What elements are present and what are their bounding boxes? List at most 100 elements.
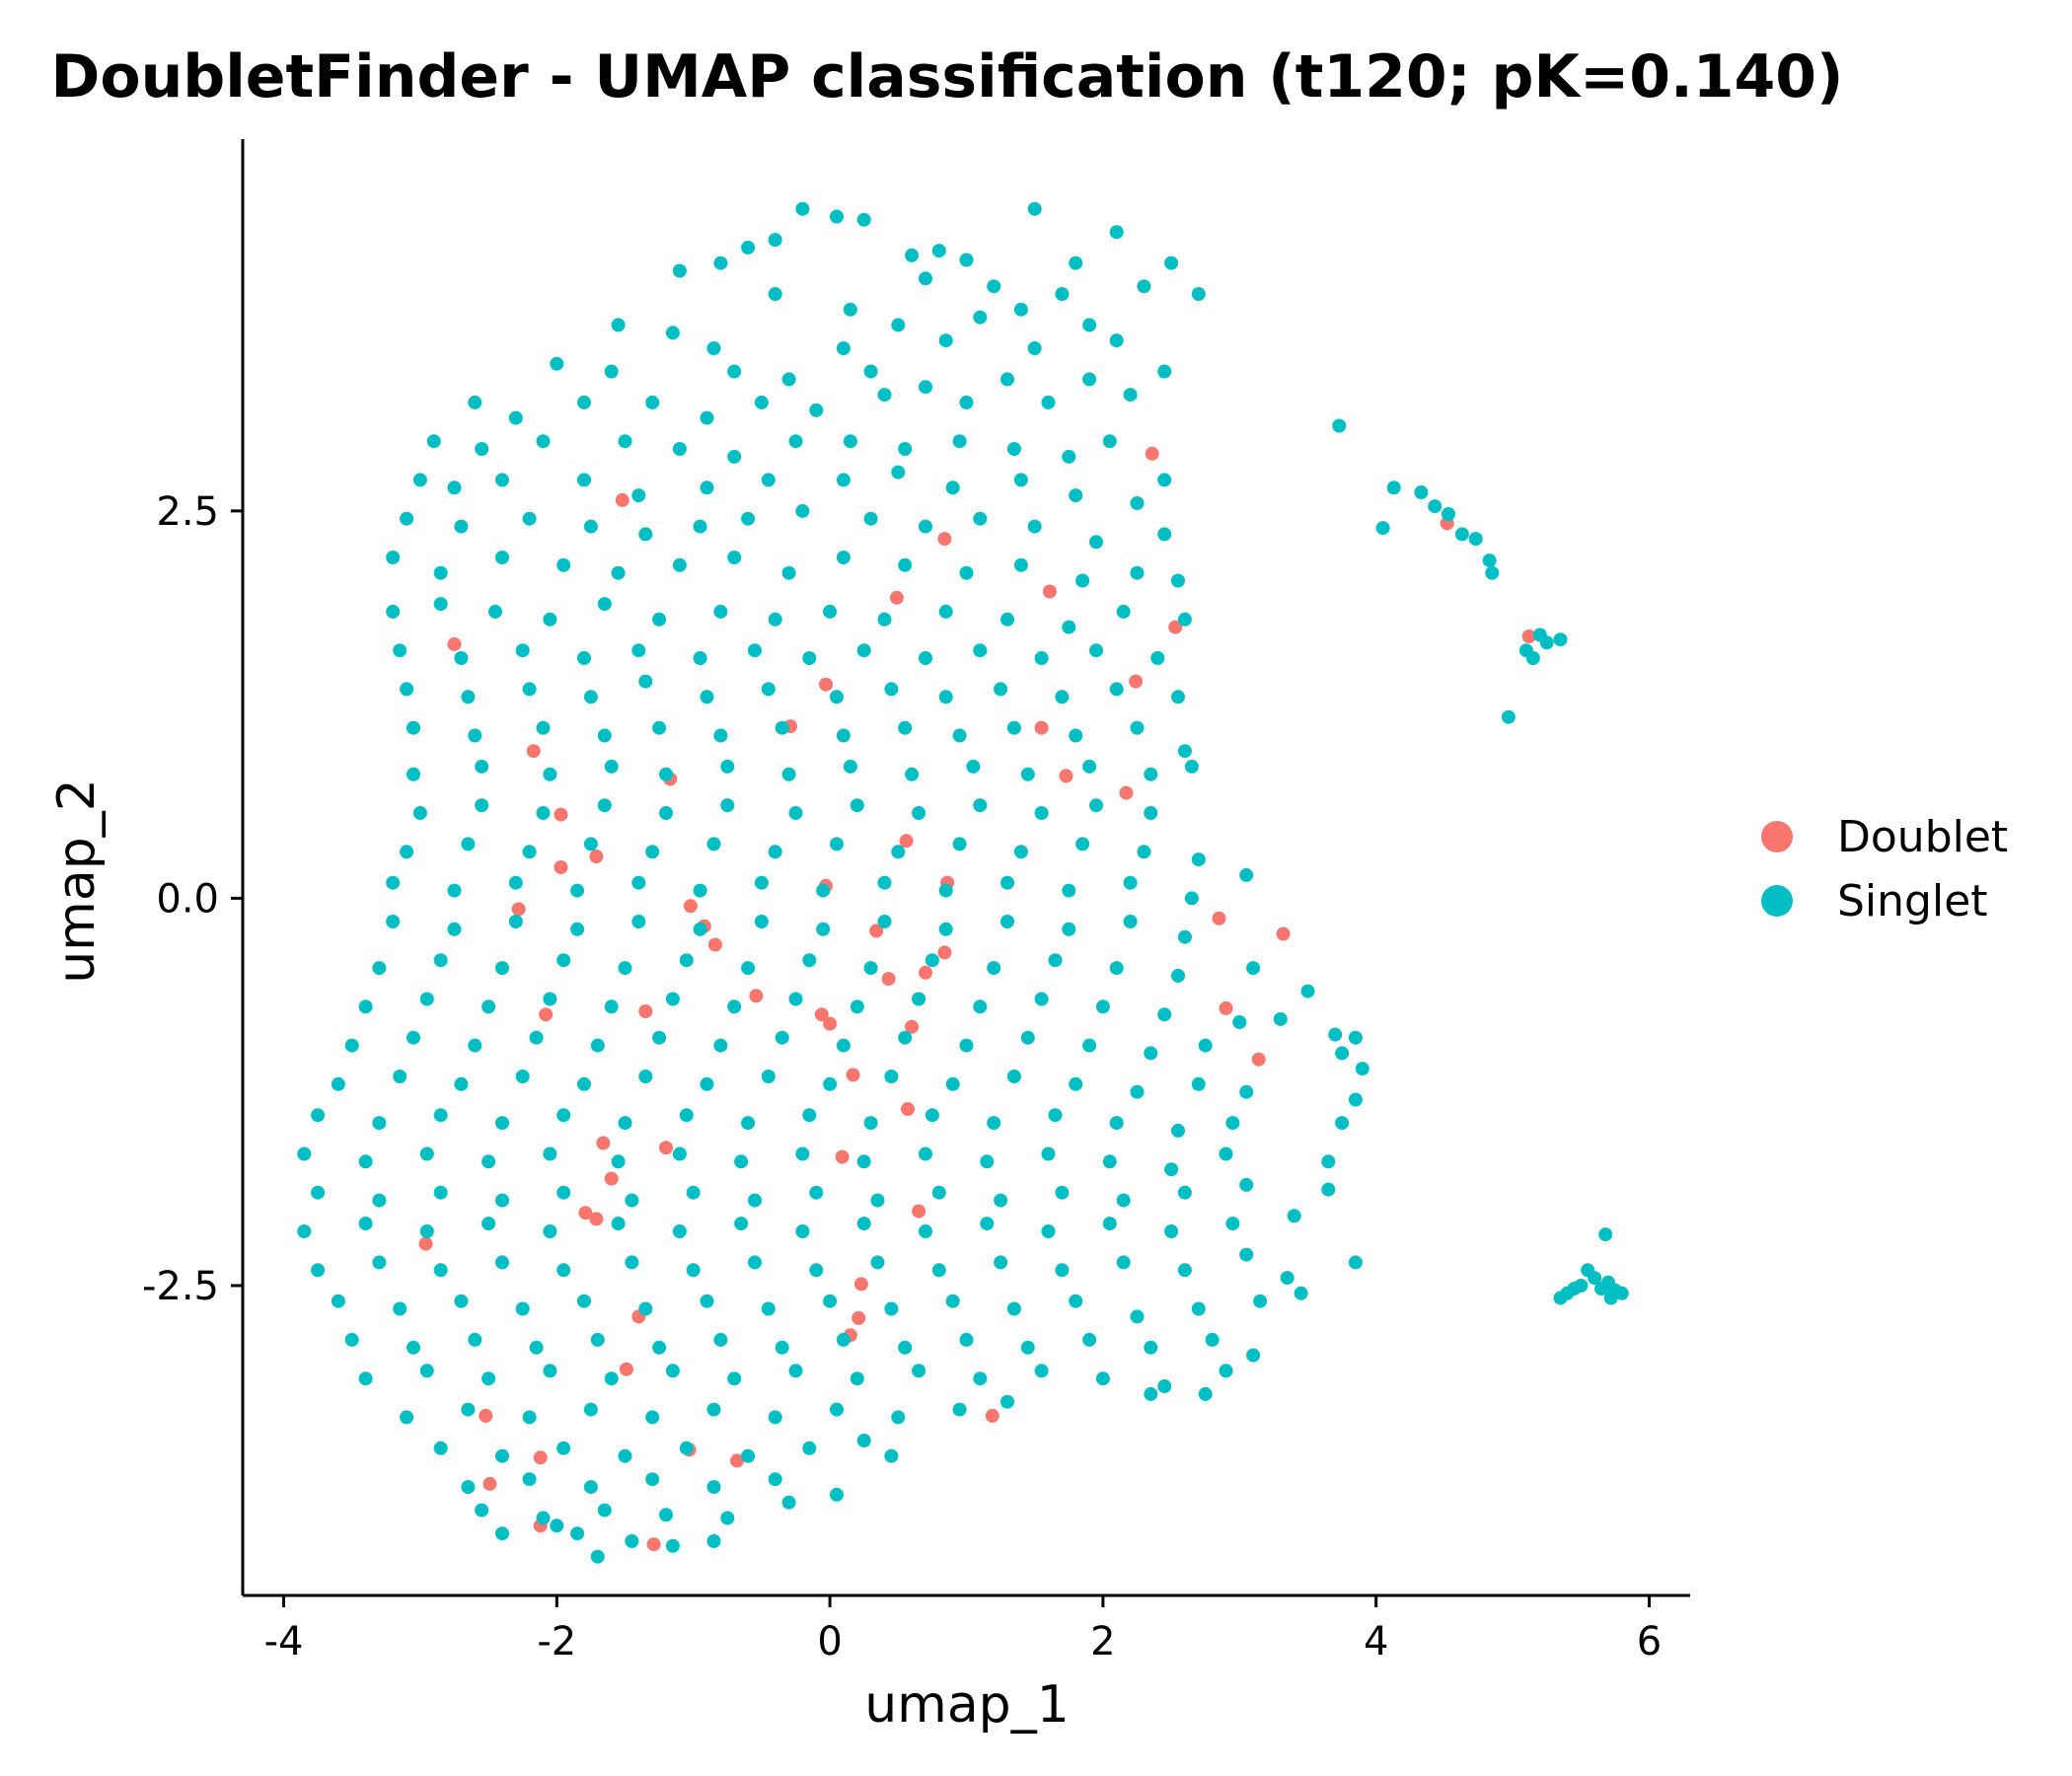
point-singlet-335 — [1219, 1147, 1233, 1161]
point-singlet-312 — [863, 1116, 878, 1131]
point-singlet-250 — [1300, 984, 1315, 999]
point-singlet-493 — [1553, 632, 1568, 647]
point-singlet-156 — [713, 728, 728, 743]
point-singlet-133 — [973, 643, 988, 658]
point-singlet-479 — [1332, 418, 1347, 433]
point-singlet-368 — [1164, 1224, 1179, 1238]
point-singlet-8 — [931, 244, 946, 259]
point-singlet-328 — [795, 1147, 810, 1161]
point-singlet-159 — [898, 720, 913, 735]
point-singlet-449 — [1198, 1386, 1213, 1401]
point-singlet-503 — [1614, 1286, 1629, 1300]
point-singlet-359 — [611, 1217, 626, 1231]
point-singlet-72 — [836, 473, 851, 487]
point-singlet-424 — [481, 1371, 496, 1386]
point-singlet-198 — [768, 845, 782, 859]
point-singlet-254 — [543, 992, 557, 1006]
point-singlet-497 — [1588, 1271, 1602, 1286]
point-singlet-13 — [713, 256, 728, 270]
point-singlet-326 — [672, 1147, 687, 1161]
point-singlet-24 — [1082, 318, 1097, 333]
point-singlet-430 — [850, 1371, 864, 1386]
point-singlet-27 — [706, 341, 721, 355]
point-singlet-5 — [768, 233, 782, 248]
point-singlet-194 — [522, 845, 537, 859]
point-singlet-324 — [543, 1147, 557, 1161]
point-doublet-29 — [1276, 926, 1291, 941]
point-singlet-478 — [495, 1526, 509, 1541]
point-singlet-60 — [898, 442, 913, 456]
point-singlet-403 — [1191, 1301, 1206, 1316]
point-singlet-356 — [419, 1224, 434, 1238]
point-singlet-477 — [550, 1518, 564, 1533]
point-singlet-9 — [959, 253, 974, 267]
point-singlet-240 — [618, 961, 632, 976]
point-doublet-8 — [1521, 629, 1536, 643]
point-singlet-78 — [1157, 473, 1172, 487]
point-singlet-185 — [788, 806, 803, 820]
point-doublet-28 — [1212, 911, 1226, 925]
point-singlet-97 — [611, 565, 626, 580]
point-singlet-138 — [461, 690, 476, 704]
point-doublet-47 — [578, 1206, 593, 1221]
point-singlet-295 — [884, 1070, 899, 1083]
point-doublet-46 — [604, 1171, 619, 1186]
point-doublet-5 — [1042, 584, 1057, 599]
point-singlet-394 — [638, 1301, 653, 1316]
y-axis-ticks: -2.5 0.0 2.5 — [142, 489, 243, 1309]
point-singlet-175 — [1020, 767, 1035, 781]
point-doublet-24 — [683, 899, 698, 914]
point-singlet-411 — [652, 1340, 667, 1355]
point-singlet-74 — [945, 481, 960, 495]
point-singlet-463 — [706, 1480, 721, 1495]
point-singlet-103 — [959, 565, 974, 580]
point-singlet-1 — [830, 209, 844, 224]
point-singlet-371 — [311, 1263, 326, 1278]
point-singlet-458 — [884, 1448, 899, 1463]
point-singlet-151 — [407, 720, 420, 735]
point-singlet-178 — [1184, 759, 1199, 774]
point-singlet-290 — [577, 1076, 591, 1091]
point-singlet-19 — [768, 287, 782, 301]
point-singlet-91 — [1089, 535, 1103, 550]
point-singlet-118 — [938, 604, 953, 619]
point-singlet-54 — [536, 434, 551, 449]
point-doublet-1 — [615, 492, 629, 507]
point-singlet-147 — [994, 682, 1008, 697]
point-singlet-384 — [1116, 1255, 1131, 1270]
point-singlet-247 — [1048, 953, 1063, 968]
point-singlet-173 — [905, 767, 920, 781]
point-singlet-360 — [672, 1224, 687, 1238]
point-singlet-165 — [407, 767, 420, 781]
point-singlet-184 — [720, 798, 735, 813]
point-singlet-373 — [433, 1263, 448, 1278]
x-tick-label: 0 — [817, 1619, 842, 1665]
point-singlet-393 — [577, 1294, 591, 1308]
point-singlet-114 — [713, 604, 728, 619]
point-singlet-310 — [741, 1116, 756, 1131]
point-singlet-215 — [938, 883, 953, 898]
point-singlet-273 — [590, 1038, 605, 1053]
point-singlet-474 — [665, 1538, 680, 1553]
point-singlet-467 — [536, 1511, 551, 1525]
point-singlet-26 — [665, 326, 680, 340]
point-singlet-160 — [952, 728, 967, 743]
point-singlet-386 — [1239, 1247, 1254, 1262]
point-singlet-182 — [597, 798, 612, 813]
point-singlet-83 — [638, 527, 653, 542]
point-singlet-244 — [863, 961, 878, 976]
point-singlet-12 — [672, 263, 687, 278]
point-doublet-57 — [479, 1408, 493, 1423]
point-singlet-506 — [1603, 1291, 1618, 1305]
legend-key-singlet — [1761, 885, 1793, 917]
point-singlet-113 — [652, 612, 667, 627]
point-singlet-352 — [1239, 1177, 1254, 1192]
point-doublet-60 — [730, 1453, 744, 1468]
point-singlet-195 — [583, 837, 598, 851]
point-singlet-457 — [856, 1434, 871, 1447]
point-singlet-122 — [1177, 612, 1192, 627]
point-singlet-278 — [898, 1030, 913, 1045]
point-doublet-44 — [659, 1141, 673, 1155]
point-singlet-426 — [604, 1371, 619, 1386]
point-singlet-486 — [1482, 554, 1497, 568]
